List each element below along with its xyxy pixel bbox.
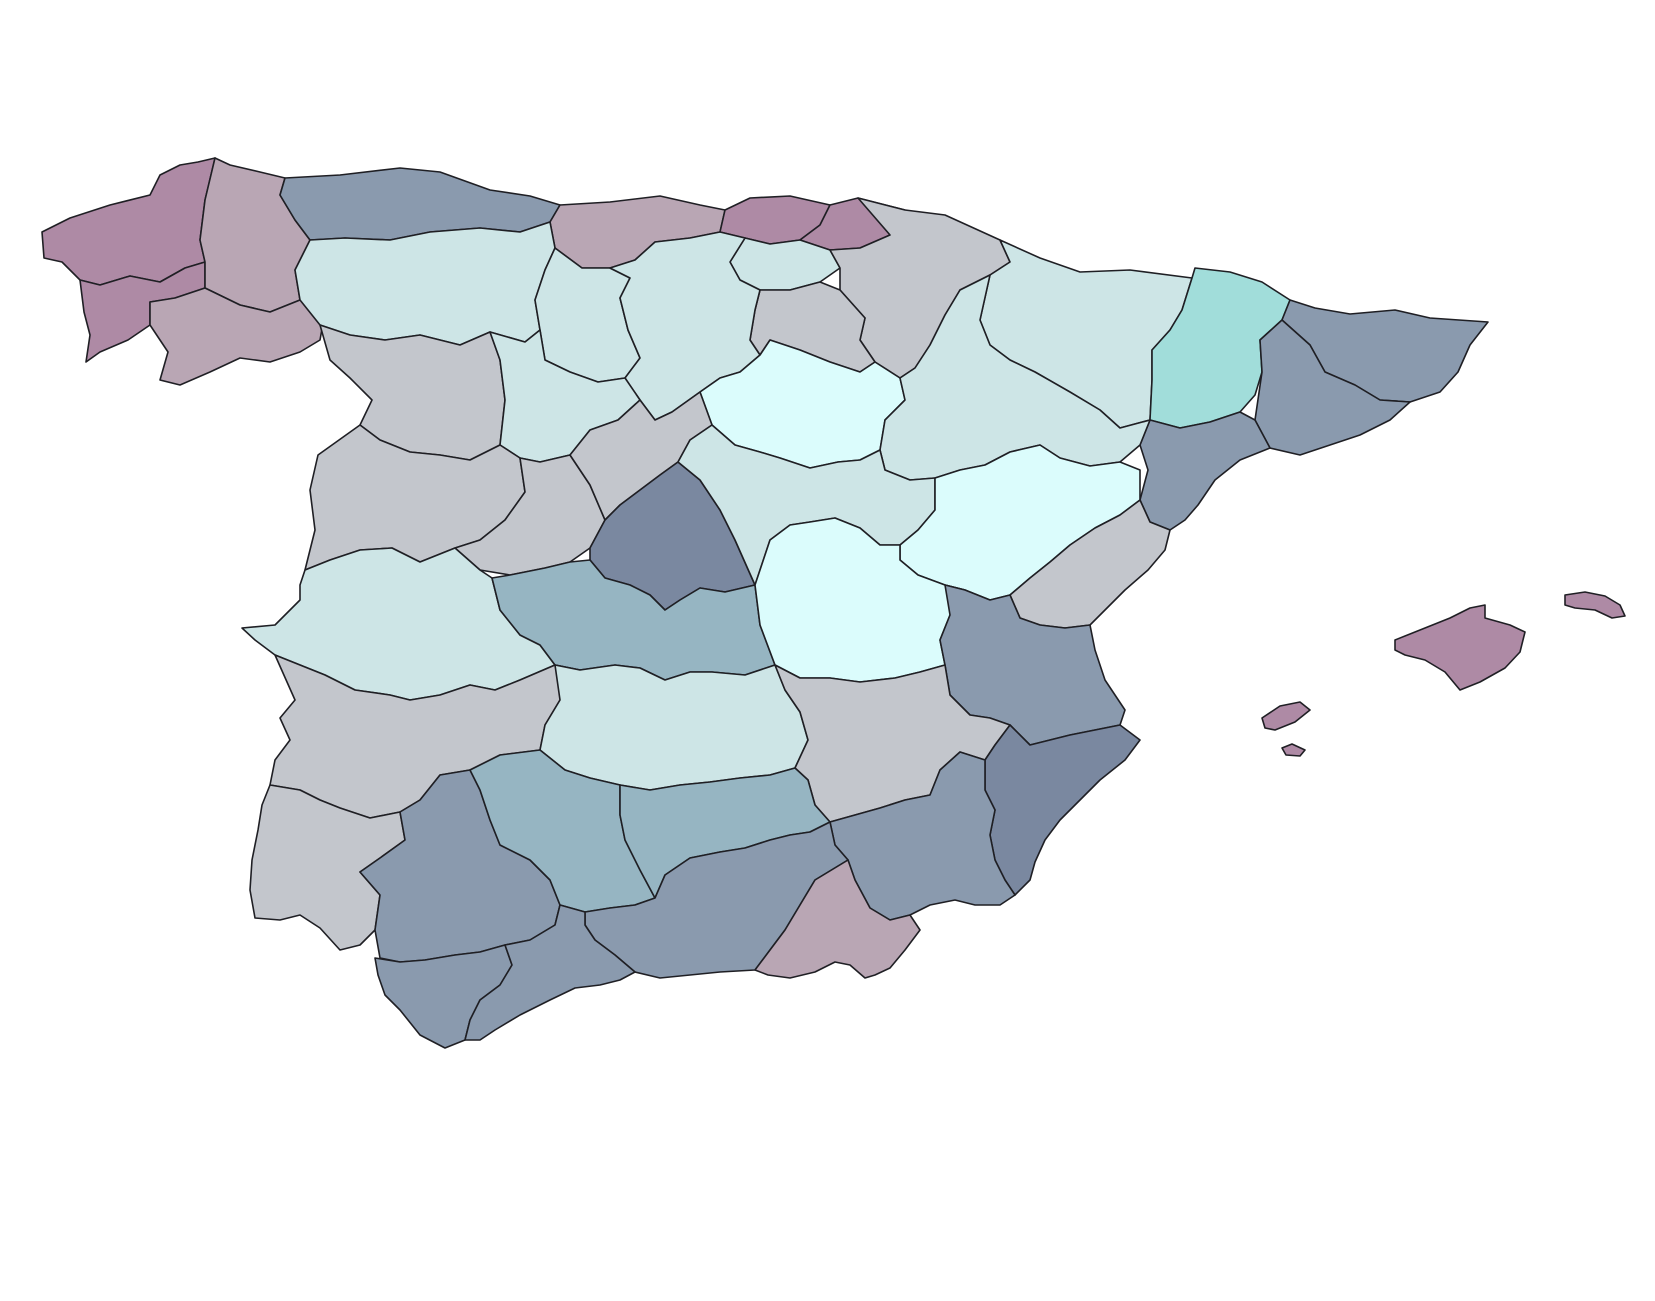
ciudad-real-province[interactable] <box>539 664 809 791</box>
lleida-province[interactable] <box>1149 267 1291 429</box>
tarragona-province[interactable] <box>1139 411 1271 531</box>
almeria-province[interactable] <box>754 859 921 979</box>
barcelona-province[interactable] <box>1254 319 1411 456</box>
ibiza-island[interactable] <box>1261 701 1311 731</box>
huelva-province[interactable] <box>249 784 406 951</box>
ourense-province[interactable] <box>149 287 326 386</box>
leon-province[interactable] <box>294 221 556 346</box>
formentera-island[interactable] <box>1281 743 1306 757</box>
malaga-province[interactable] <box>464 904 636 1041</box>
mallorca-island[interactable] <box>1394 604 1526 691</box>
alicante-province[interactable] <box>984 724 1141 896</box>
menorca-island[interactable] <box>1564 591 1626 619</box>
asturias-province[interactable] <box>279 167 561 241</box>
